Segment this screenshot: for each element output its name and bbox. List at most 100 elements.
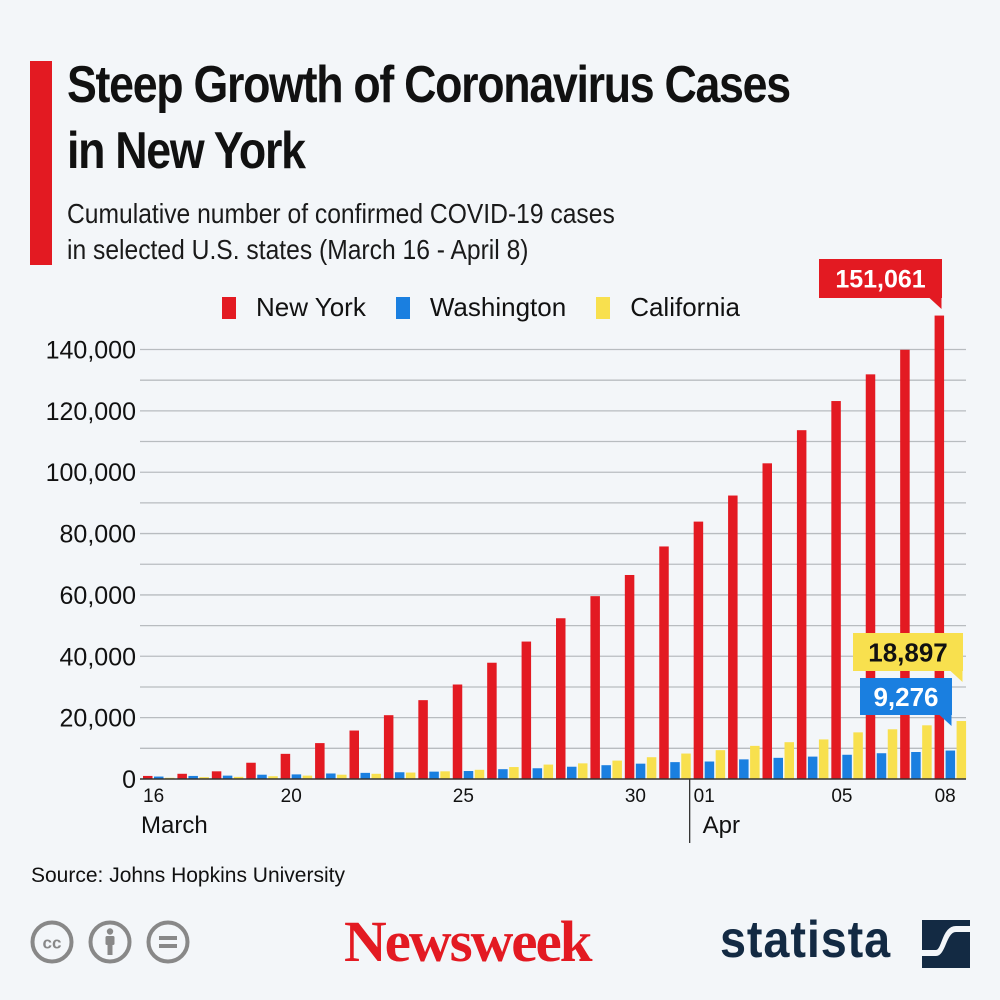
- callout-label: 9,276: [873, 682, 938, 712]
- bar-california: [578, 763, 588, 779]
- bar-washington: [394, 772, 405, 779]
- x-tick-label: 25: [453, 786, 474, 807]
- y-tick-label: 120,000: [46, 398, 136, 426]
- bar-california: [337, 774, 347, 779]
- bar-washington: [601, 765, 611, 779]
- bar-california: [509, 767, 519, 779]
- bar-washington: [635, 763, 646, 779]
- bar-california: [440, 771, 450, 779]
- bar-california: [302, 775, 313, 779]
- callout-label: 18,897: [868, 637, 948, 667]
- y-tick-label: 20,000: [60, 705, 136, 733]
- bar-new-york: [865, 374, 876, 779]
- svg-text:cc: cc: [43, 934, 62, 953]
- bar-california: [199, 777, 209, 779]
- license-icons: cc: [30, 920, 204, 964]
- callout-box: [860, 678, 952, 715]
- y-tick-label: 100,000: [46, 459, 136, 487]
- callout-pointer: [950, 671, 963, 682]
- x-tick-label: 16: [143, 786, 164, 807]
- bar-california: [474, 769, 485, 779]
- bar-california: [715, 750, 726, 779]
- bar-new-york: [831, 401, 841, 779]
- bar-new-york: [659, 546, 669, 779]
- callout-pointer: [939, 715, 952, 726]
- bar-washington: [257, 774, 267, 779]
- statista-logo: statista: [720, 911, 892, 969]
- callout-box: [853, 633, 963, 671]
- gridlines: [140, 348, 966, 749]
- bar-washington: [945, 750, 956, 779]
- bar-california: [268, 776, 278, 779]
- bar-washington: [532, 768, 543, 779]
- bar-new-york: [693, 521, 704, 779]
- x-tick-label: 30: [625, 786, 646, 807]
- x-axis: [140, 778, 966, 843]
- bar-washington: [463, 771, 474, 779]
- bar-chart: 0 20,000 40,000 60,000 80,000 100,000 120,000 1…: [46, 259, 967, 843]
- bar-washington: [188, 775, 198, 779]
- bar-california: [543, 764, 554, 779]
- bar-new-york: [796, 430, 807, 779]
- bar-new-york: [521, 641, 532, 779]
- bars: [143, 315, 967, 779]
- annotations: 151,061 18,897 9,276: [819, 259, 963, 726]
- bar-new-york: [452, 684, 463, 779]
- bar-new-york: [383, 715, 394, 779]
- bar-california: [818, 739, 829, 779]
- bar-california: [681, 753, 691, 779]
- callout-pointer: [929, 298, 942, 309]
- legend-swatch-washington: [395, 296, 410, 319]
- bar-new-york: [280, 753, 291, 779]
- bar-california: [922, 725, 932, 779]
- y-tick-label: 140,000: [46, 337, 136, 365]
- chart-legend: New York Washington California: [222, 292, 770, 323]
- month-label: Apr: [703, 812, 740, 839]
- bar-california: [612, 760, 622, 779]
- bar-washington: [498, 769, 508, 779]
- bar-washington: [360, 772, 370, 779]
- callout-box: [819, 259, 942, 298]
- bar-washington: [773, 757, 783, 779]
- bar-california: [750, 745, 760, 779]
- x-tick-label: 20: [281, 786, 302, 807]
- bar-washington: [807, 756, 818, 779]
- bar-california: [956, 721, 967, 779]
- bar-new-york: [590, 596, 600, 779]
- legend-swatch-new-york: [222, 296, 236, 319]
- title-accent-bar: [30, 61, 52, 265]
- bar-new-york: [762, 463, 772, 779]
- bar-new-york: [315, 743, 325, 779]
- bar-california: [887, 729, 898, 779]
- no-derivatives-icon: [146, 920, 190, 964]
- y-tick-label: 40,000: [60, 643, 136, 671]
- cc-icon: cc: [30, 920, 74, 964]
- legend-item-new-york: New York: [222, 292, 366, 323]
- legend-label: Washington: [429, 292, 567, 322]
- bar-washington: [291, 774, 302, 779]
- bar-washington: [222, 775, 233, 779]
- subtitle-line-1: Cumulative number of confirmed COVID-19 …: [67, 198, 615, 229]
- y-tick-label: 60,000: [60, 582, 136, 610]
- bar-washington: [739, 759, 749, 779]
- bar-washington: [670, 762, 680, 779]
- callout-california: 18,897: [853, 633, 963, 682]
- bar-washington: [911, 752, 921, 779]
- month-label: March: [141, 812, 208, 839]
- bar-california: [646, 757, 657, 779]
- callout-washington: 9,276: [860, 678, 952, 726]
- chart-subtitle: Cumulative number of confirmed COVID-19 …: [67, 196, 771, 268]
- source-note: Source: Johns Hopkins University: [31, 864, 345, 887]
- bar-new-york: [349, 730, 359, 779]
- bar-new-york: [728, 495, 738, 779]
- bar-new-york: [211, 771, 222, 779]
- bar-washington: [567, 766, 577, 779]
- bar-california: [853, 732, 863, 779]
- x-tick-label: 08: [935, 786, 956, 807]
- x-tick-label: 05: [831, 786, 852, 807]
- legend-item-washington: Washington: [395, 292, 567, 323]
- bar-new-york: [177, 773, 187, 779]
- bar-washington: [326, 773, 336, 779]
- y-tick-label: 80,000: [60, 521, 136, 549]
- chart-title: Steep Growth of Coronavirus Cases in New…: [67, 56, 791, 180]
